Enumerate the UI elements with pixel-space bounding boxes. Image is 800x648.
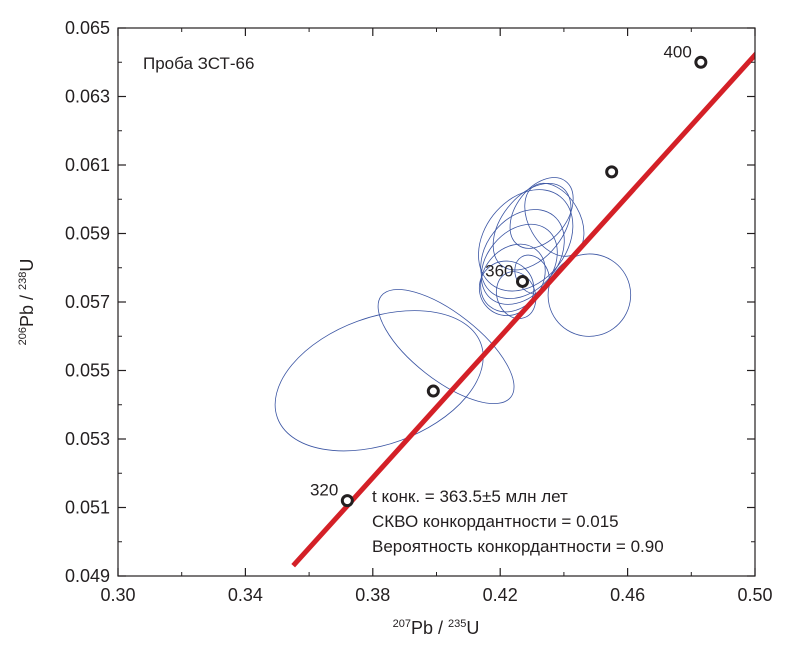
y-tick-label: 0.049	[65, 566, 110, 586]
error-ellipse	[492, 182, 572, 271]
y-tick-label: 0.055	[65, 361, 110, 381]
y-tick-label: 0.051	[65, 498, 110, 518]
y-tick-label: 0.061	[65, 155, 110, 175]
y-tick-label: 0.059	[65, 224, 110, 244]
age-label-320: 320	[310, 481, 338, 500]
mswd-annotation: СКВО конкордантности = 0.015	[372, 512, 619, 531]
age-markers: 320 360 400	[310, 42, 708, 508]
y-axis-title: 206Pb / 238U	[17, 259, 37, 346]
y-tick-label: 0.063	[65, 87, 110, 107]
age-label-400: 400	[663, 42, 691, 61]
error-ellipses	[274, 177, 632, 452]
age-marker-380	[605, 165, 619, 179]
x-tick-label: 0.46	[610, 585, 645, 605]
age-marker-340	[426, 384, 440, 398]
age-label-360: 360	[485, 261, 513, 280]
concordia-line	[291, 51, 755, 568]
x-tick-label: 0.42	[483, 585, 518, 605]
error-ellipse	[509, 177, 574, 249]
age-marker-360	[515, 274, 529, 288]
y-tick-label: 0.057	[65, 292, 110, 312]
age-marker-320	[340, 494, 354, 508]
y-tick-label: 0.065	[65, 18, 110, 38]
sample-label: Проба ЗСТ-66	[143, 54, 254, 73]
concordia-age-annotation: t конк. = 363.5±5 млн лет	[372, 487, 568, 506]
error-ellipse	[377, 289, 515, 404]
concordia-curve	[291, 51, 755, 568]
x-tick-label: 0.38	[355, 585, 390, 605]
x-axis-title: 207Pb / 235U	[393, 618, 480, 638]
axis-ticks: 0.30 0.34 0.38 0.42 0.46 0.50 0.049 0.051 0.053 0…	[65, 18, 773, 605]
x-tick-label: 0.30	[100, 585, 135, 605]
age-marker-400	[694, 55, 708, 69]
x-tick-label: 0.34	[228, 585, 263, 605]
y-tick-label: 0.053	[65, 429, 110, 449]
probability-annotation: Вероятность конкордантности = 0.90	[372, 537, 664, 556]
error-ellipse	[274, 310, 484, 452]
x-tick-label: 0.50	[737, 585, 772, 605]
